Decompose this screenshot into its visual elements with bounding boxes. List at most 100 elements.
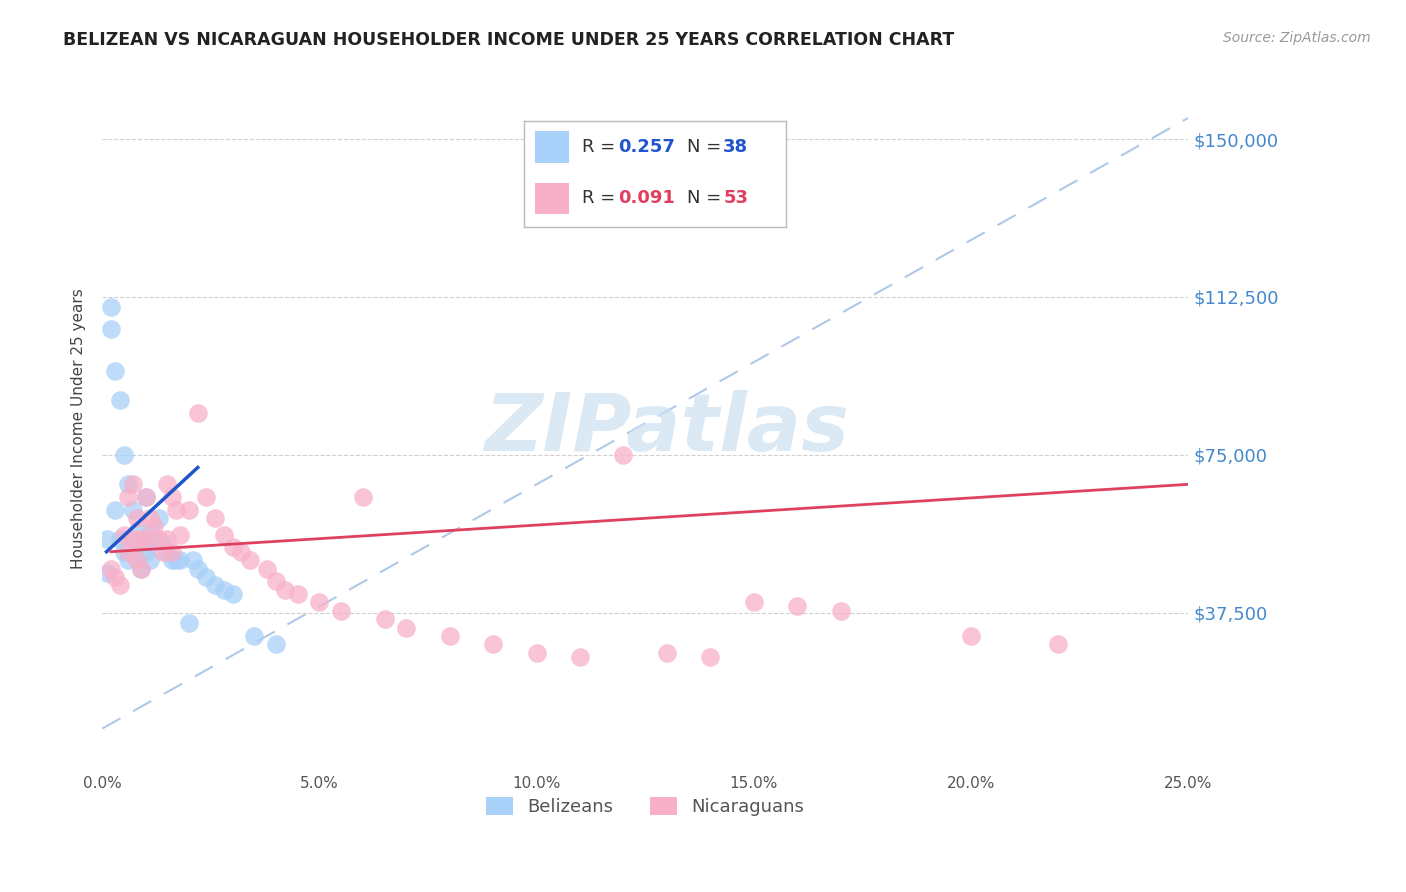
Point (482, 637, 505, 651)
Point (156, 477, 179, 491)
Point (231, 545, 253, 559)
Point (121, 532, 143, 546)
Point (135, 532, 157, 546)
Point (108, 578, 131, 592)
Point (187, 406, 209, 420)
Point (221, 587, 243, 601)
Point (960, 629, 983, 643)
Point (439, 629, 461, 643)
Point (135, 545, 157, 559)
Point (143, 519, 166, 533)
Point (108, 393, 131, 408)
Point (239, 553, 262, 567)
Point (699, 650, 721, 665)
Point (139, 524, 162, 538)
Point (204, 578, 226, 592)
Point (352, 490, 374, 504)
Point (195, 490, 218, 504)
Text: N =: N = (686, 189, 727, 208)
Bar (534, 183, 569, 214)
Point (374, 612, 396, 626)
Point (169, 528, 191, 542)
Point (156, 532, 179, 546)
Point (131, 532, 153, 546)
Point (212, 528, 235, 542)
Point (526, 646, 548, 660)
Y-axis label: Householder Income Under 25 years: Householder Income Under 25 years (72, 288, 86, 569)
Text: Source: ZipAtlas.com: Source: ZipAtlas.com (1223, 31, 1371, 45)
Point (112, 528, 135, 542)
Text: ZIPatlas: ZIPatlas (485, 390, 849, 467)
Point (100, 321, 122, 335)
Point (96, 532, 118, 546)
Point (131, 561, 153, 575)
Point (612, 448, 634, 462)
Point (177, 616, 200, 631)
Point (108, 532, 131, 546)
Point (330, 604, 353, 618)
Point (655, 646, 678, 660)
Point (212, 582, 235, 597)
Point (117, 490, 139, 504)
Text: 0.257: 0.257 (619, 138, 675, 156)
Text: 0.091: 0.091 (619, 189, 675, 208)
Point (160, 545, 183, 559)
Text: R =: R = (582, 189, 621, 208)
Point (131, 561, 153, 575)
Point (148, 532, 170, 546)
Point (256, 561, 278, 575)
Point (121, 502, 143, 516)
Point (121, 477, 143, 491)
Point (143, 532, 166, 546)
Point (100, 561, 122, 575)
Point (183, 553, 205, 567)
Point (125, 553, 148, 567)
Point (135, 490, 157, 504)
Point (204, 511, 226, 525)
Point (187, 561, 209, 575)
Point (169, 553, 191, 567)
Point (112, 545, 135, 559)
Text: 38: 38 (723, 138, 748, 156)
Point (830, 604, 852, 618)
Legend: Belizeans, Nicaraguans: Belizeans, Nicaraguans (479, 789, 811, 823)
Point (395, 620, 418, 634)
Point (165, 553, 187, 567)
Point (569, 650, 592, 665)
Point (131, 536, 153, 550)
Point (104, 363, 127, 377)
Point (117, 545, 139, 559)
Text: 53: 53 (723, 189, 748, 208)
Point (117, 477, 139, 491)
Point (165, 502, 187, 516)
Point (125, 511, 148, 525)
Point (125, 524, 148, 538)
Bar (534, 131, 569, 163)
Point (152, 536, 174, 550)
Point (177, 502, 200, 516)
Point (156, 545, 179, 559)
Point (786, 599, 808, 614)
Point (135, 490, 157, 504)
Point (160, 553, 183, 567)
Point (139, 553, 162, 567)
Point (221, 541, 243, 555)
Point (104, 502, 127, 516)
Text: BELIZEAN VS NICARAGUAN HOUSEHOLDER INCOME UNDER 25 YEARS CORRELATION CHART: BELIZEAN VS NICARAGUAN HOUSEHOLDER INCOM… (63, 31, 955, 49)
Point (139, 511, 162, 525)
Point (273, 582, 295, 597)
Point (125, 553, 148, 567)
Point (121, 532, 143, 546)
Point (148, 511, 170, 525)
Point (160, 490, 183, 504)
Point (264, 637, 287, 651)
Point (152, 545, 174, 559)
Point (195, 570, 218, 584)
Point (112, 448, 135, 462)
Point (243, 629, 266, 643)
Point (264, 574, 287, 589)
Point (308, 595, 330, 609)
Point (100, 301, 122, 315)
Point (104, 570, 127, 584)
Point (96, 566, 118, 580)
